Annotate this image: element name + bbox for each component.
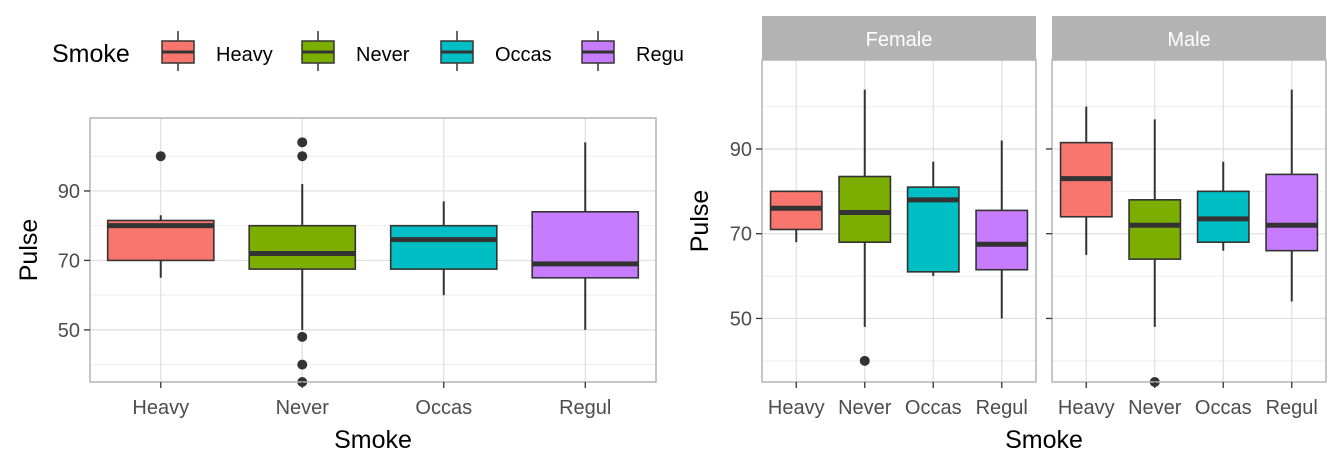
legend-label: Never	[356, 44, 410, 66]
legend-key-never	[301, 31, 335, 71]
facet-female-x-tick-label: Occas	[905, 397, 962, 419]
box-body	[975, 209, 1029, 271]
left-x-tick-label: Regul	[559, 397, 611, 419]
legend-key-heavy	[161, 31, 195, 71]
facet-female: Female Heavy Never Occas Regul 50 70 90	[730, 16, 1037, 419]
facet-male-box-regul	[1265, 89, 1319, 302]
outlier-point	[297, 137, 308, 148]
facet-female-x-tick-label: Never	[838, 397, 892, 419]
facet-female-box-regul	[975, 140, 1029, 319]
box-body	[838, 175, 892, 243]
facet-female-y-tick-label: 90	[730, 139, 752, 161]
facet-strip	[762, 16, 1036, 60]
legend-title: Smoke	[52, 40, 130, 68]
left-box-never	[248, 137, 357, 387]
left-y-tick-label: 50	[58, 320, 80, 342]
facet-female-x-tick-label: Regul	[976, 397, 1028, 419]
box-body	[1265, 173, 1319, 252]
facet-male-box-occas	[1196, 161, 1250, 251]
facet-strip	[1052, 16, 1326, 60]
facet-female-box-heavy	[769, 190, 823, 243]
legend-key-regul	[581, 31, 615, 71]
facet-female-x-tick-label: Heavy	[768, 397, 825, 419]
left-panel-border	[89, 117, 657, 383]
legend-label: Occas	[495, 44, 552, 66]
left-y-axis-title: Pulse	[15, 219, 43, 282]
facet-female-y-tick-label: 70	[730, 224, 752, 246]
legend-label: Heavy	[216, 44, 273, 66]
box-body	[248, 224, 357, 270]
left-box-regul	[531, 142, 640, 330]
outlier-point	[155, 151, 166, 162]
facet-strip-label: Female	[866, 29, 933, 51]
facet-male-panel-border	[1051, 59, 1327, 383]
left-x-axis-title: Smoke	[334, 426, 412, 454]
facet-male: Male Heavy Never Occas Regul	[1046, 16, 1327, 419]
left-box-heavy	[106, 151, 215, 278]
left-x-tick-label: Never	[276, 397, 330, 419]
box-body	[389, 224, 498, 270]
outlier-point	[297, 359, 308, 370]
left-y-tick-label: 90	[58, 181, 80, 203]
legend-label: Regu	[636, 44, 684, 66]
facet-male-box-heavy	[1059, 106, 1113, 255]
left-x-tick-label: Heavy	[132, 397, 189, 419]
facet-male-x-tick-label: Occas	[1195, 397, 1252, 419]
outlier-point	[859, 355, 870, 366]
facet-male-x-tick-label: Heavy	[1058, 397, 1115, 419]
facet-male-x-tick-label: Regul	[1266, 397, 1318, 419]
right-x-axis-title: Smoke	[1005, 426, 1083, 454]
facet-female-box-occas	[906, 161, 960, 277]
facet-female-panel-border	[761, 59, 1037, 383]
left-y-tick-label: 70	[58, 250, 80, 272]
right-y-axis-title: Pulse	[686, 190, 714, 253]
right-faceted-boxplot: Female Heavy Never Occas Regul 50 70 90 Male Heav…	[686, 16, 1327, 454]
facet-strip-label: Male	[1167, 29, 1210, 51]
facet-male-x-tick-label: Never	[1128, 397, 1182, 419]
legend-key-occas	[440, 31, 474, 71]
left-x-tick-label: Occas	[415, 397, 472, 419]
facet-female-box-never	[838, 89, 892, 366]
box-body	[531, 210, 640, 279]
box-body	[1128, 199, 1182, 260]
facet-male-box-never	[1128, 119, 1182, 387]
left-boxplot: Smoke Heavy Never Occas Regu Heavy Never Occas R…	[15, 31, 684, 454]
outlier-point	[297, 331, 308, 342]
left-box-occas	[389, 201, 498, 296]
legend: Smoke Heavy Never Occas Regu	[52, 31, 684, 71]
outlier-point	[297, 151, 308, 162]
facet-female-y-tick-label: 50	[730, 308, 752, 330]
